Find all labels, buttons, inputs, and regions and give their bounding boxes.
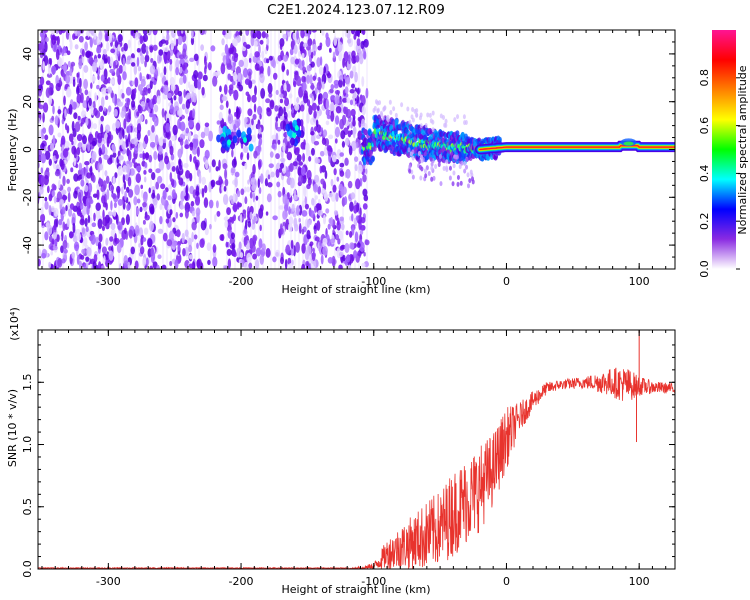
ridge-layer xyxy=(479,145,675,151)
colorbar-tick-label: 0.2 xyxy=(698,212,711,230)
snr-xlabel: Height of straight line (km) xyxy=(281,583,430,596)
y-tick-label: 0.5 xyxy=(21,498,34,515)
snr-multiplier: (x10⁴) xyxy=(8,307,21,341)
x-tick-label: -300 xyxy=(96,275,121,288)
spectrogram-xlabel: Height of straight line (km) xyxy=(281,283,430,296)
x-tick-label: -200 xyxy=(229,275,254,288)
x-tick-label: -300 xyxy=(96,575,121,588)
snr-data xyxy=(38,330,675,569)
y-tick-label: 1.0 xyxy=(21,436,34,454)
colorbar-tick-label: 0.6 xyxy=(698,117,711,135)
x-tick-label: -100 xyxy=(361,575,386,588)
snr-line xyxy=(38,367,675,569)
spectrogram-speckles xyxy=(38,30,675,269)
y-tick-label: 1.5 xyxy=(21,374,34,392)
colorbar-ticks: 0.0 0.2 0.4 0.6 0.8 xyxy=(698,69,740,278)
x-tick-label: 0 xyxy=(503,575,510,588)
snr-frame xyxy=(37,329,676,570)
x-tick-label: -200 xyxy=(229,575,254,588)
y-tick-label: 40 xyxy=(21,47,34,61)
spectrogram-data xyxy=(38,30,675,269)
x-tick-label: 0 xyxy=(503,275,510,288)
colorbar-tick-label: 0.8 xyxy=(698,69,711,87)
y-tick-label: 0.0 xyxy=(21,560,34,578)
y-tick-label: 20 xyxy=(21,95,34,109)
y-tick-label: 0 xyxy=(21,146,34,153)
colorbar-tick-label: 0.4 xyxy=(698,165,711,183)
snr-ticks: -300 -200 -100 0 100 0.0 0.5 1.0 1.5 xyxy=(21,330,675,588)
snr-panel: -300 -200 -100 0 100 0.0 0.5 1.0 1.5 Height of s… xyxy=(6,307,676,596)
colorbar: 0.0 0.2 0.4 0.6 0.8 Normalized spectral ampl… xyxy=(698,30,749,278)
y-tick-label: -20 xyxy=(21,188,34,206)
x-tick-label: 100 xyxy=(629,575,650,588)
spectrogram-ylabel: Frequency (Hz) xyxy=(6,109,19,192)
x-tick-label: -100 xyxy=(361,275,386,288)
colorbar-tick-label: 0.0 xyxy=(698,260,711,278)
snr-ylabel: SNR (10 * v/v) xyxy=(6,389,19,467)
colorbar-label: Normalized spectral amplitude xyxy=(736,65,749,234)
x-tick-label: 100 xyxy=(629,275,650,288)
colorbar-gradient xyxy=(712,30,736,269)
y-tick-label: -40 xyxy=(21,236,34,254)
chart-title: C2E1.2024.123.07.12.R09 xyxy=(267,2,445,18)
